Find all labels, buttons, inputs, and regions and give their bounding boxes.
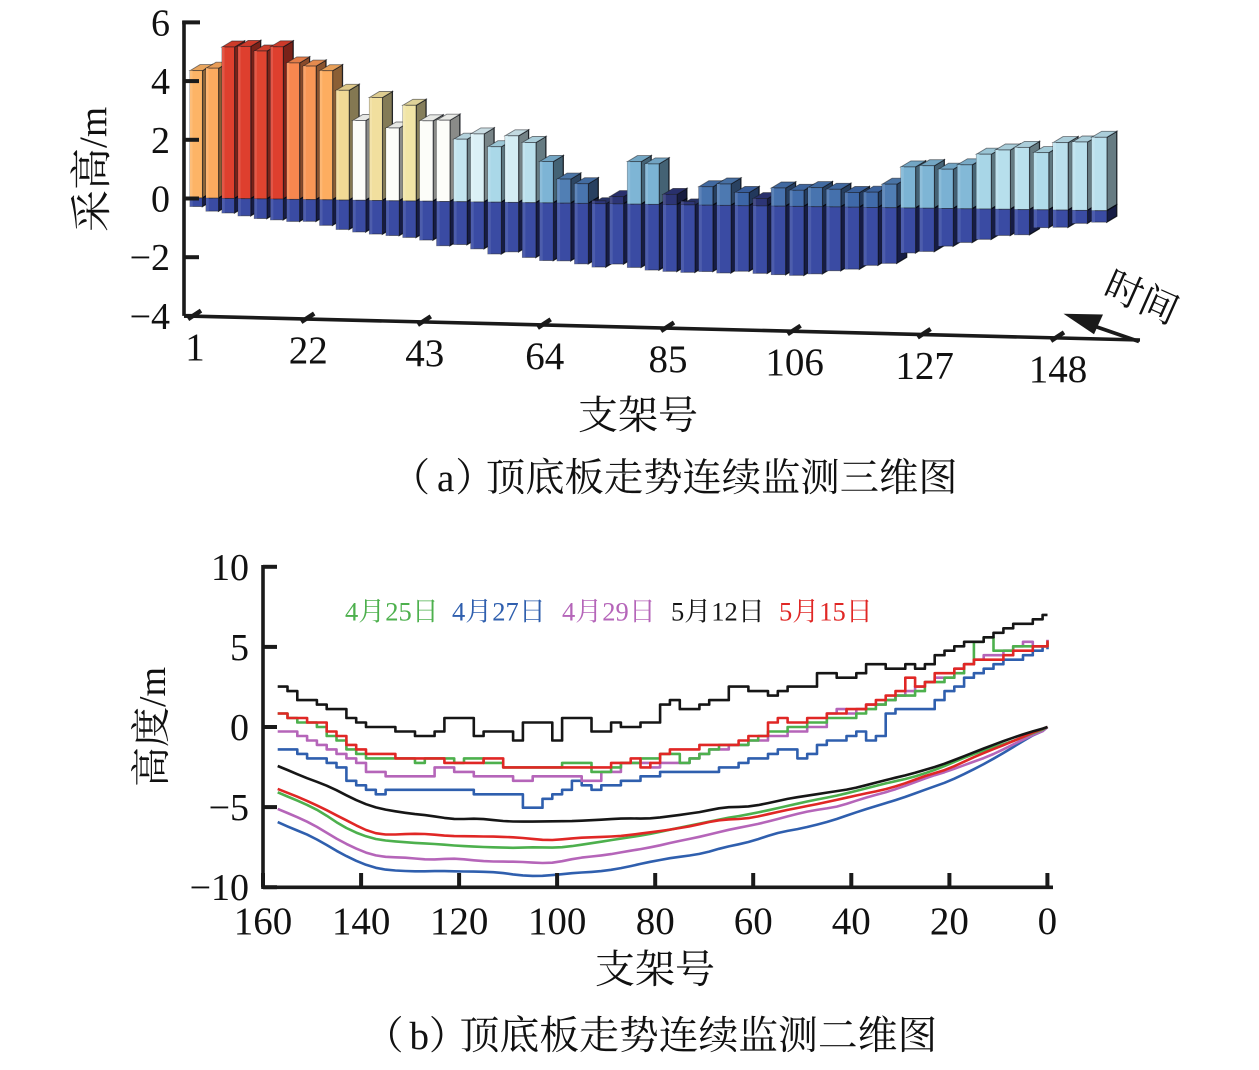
svg-text:b: b xyxy=(409,1015,429,1058)
svg-text:100: 100 xyxy=(528,900,587,943)
svg-text:5: 5 xyxy=(230,627,249,669)
svg-text:0: 0 xyxy=(1038,900,1058,943)
svg-text:4: 4 xyxy=(452,597,465,627)
svg-text:0: 0 xyxy=(230,707,249,749)
svg-text:22: 22 xyxy=(289,329,328,372)
svg-text:160: 160 xyxy=(234,900,293,943)
svg-text:127: 127 xyxy=(895,345,954,388)
svg-text:140: 140 xyxy=(332,900,391,943)
svg-text:29: 29 xyxy=(602,597,629,627)
svg-text:−5: −5 xyxy=(209,787,249,829)
svg-text:4: 4 xyxy=(562,597,575,627)
svg-text:27: 27 xyxy=(492,597,519,627)
svg-text:/m: /m xyxy=(132,667,174,707)
svg-text:−10: −10 xyxy=(190,867,249,909)
svg-text:6: 6 xyxy=(151,2,170,44)
svg-text:12: 12 xyxy=(711,597,738,627)
svg-text:0: 0 xyxy=(151,179,170,221)
svg-text:60: 60 xyxy=(734,900,773,943)
svg-text:a: a xyxy=(437,457,454,500)
svg-text:−2: −2 xyxy=(130,237,170,279)
svg-text:64: 64 xyxy=(525,335,564,378)
svg-text:4: 4 xyxy=(151,61,170,103)
svg-text:−4: −4 xyxy=(130,296,170,338)
svg-text:43: 43 xyxy=(405,332,444,375)
svg-text:25: 25 xyxy=(385,597,412,627)
svg-text:5: 5 xyxy=(671,597,684,627)
svg-text:40: 40 xyxy=(832,900,871,943)
svg-text:4: 4 xyxy=(345,597,358,627)
svg-text:1: 1 xyxy=(185,326,205,369)
svg-text:5: 5 xyxy=(779,597,792,627)
svg-text:148: 148 xyxy=(1029,348,1088,391)
svg-text:2: 2 xyxy=(151,120,170,162)
svg-text:106: 106 xyxy=(765,341,824,384)
svg-text:80: 80 xyxy=(636,900,675,943)
svg-text:85: 85 xyxy=(649,338,688,381)
svg-text:120: 120 xyxy=(430,900,489,943)
svg-text:/m: /m xyxy=(72,107,115,148)
svg-text:20: 20 xyxy=(930,900,969,943)
svg-text:10: 10 xyxy=(211,547,249,589)
svg-text:15: 15 xyxy=(819,597,846,627)
